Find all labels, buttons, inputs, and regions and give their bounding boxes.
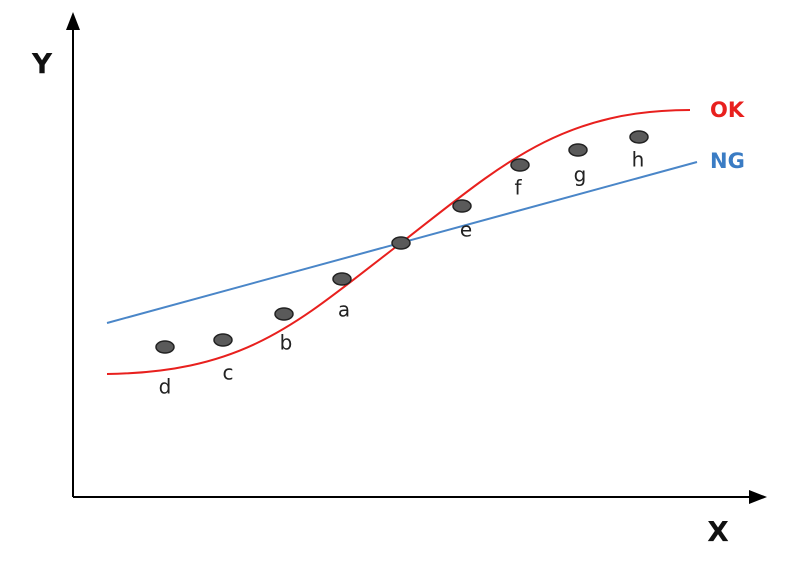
x-arrow bbox=[749, 490, 767, 504]
point bbox=[332, 272, 352, 286]
point-label: c bbox=[223, 361, 234, 385]
point-label: b bbox=[280, 331, 293, 355]
y-arrow bbox=[66, 12, 80, 30]
y-axis-label: Y bbox=[31, 47, 53, 80]
point-label: a bbox=[338, 298, 350, 322]
ng-label: NG bbox=[710, 149, 745, 173]
point-label: e bbox=[460, 218, 472, 242]
point bbox=[391, 236, 411, 250]
point bbox=[452, 199, 472, 213]
point bbox=[568, 143, 588, 157]
point-label: h bbox=[632, 148, 645, 172]
ok-label: OK bbox=[710, 98, 745, 122]
point bbox=[274, 307, 294, 321]
point-label: g bbox=[574, 163, 587, 187]
point bbox=[510, 158, 530, 172]
x-axis-label: X bbox=[707, 515, 729, 548]
point-label: f bbox=[514, 176, 522, 200]
point-label: d bbox=[159, 375, 172, 399]
point bbox=[213, 333, 233, 347]
point bbox=[155, 340, 175, 354]
point bbox=[629, 130, 649, 144]
